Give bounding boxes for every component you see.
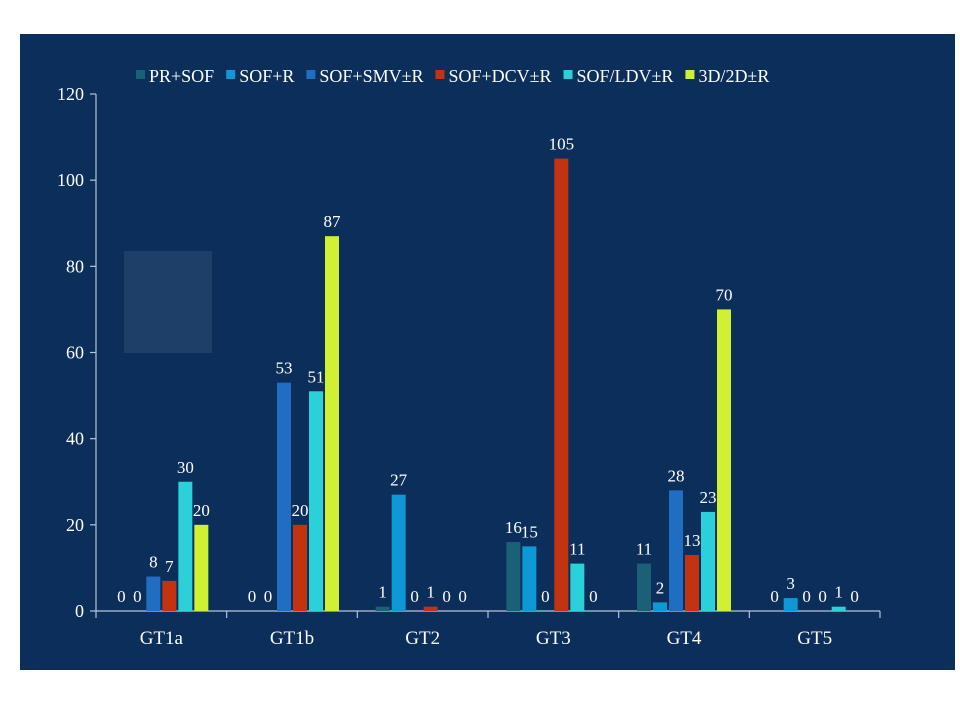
data-label: 87 [324, 212, 342, 231]
y-tick-label: 80 [66, 256, 84, 276]
data-label: 13 [684, 531, 701, 550]
legend-swatch [563, 70, 573, 79]
bar [637, 563, 651, 611]
data-label: 20 [193, 501, 210, 520]
data-label: 30 [177, 458, 194, 477]
axes [95, 94, 880, 612]
legend: PR+SOF SOF+R SOF+SMV±R SOF+DCV±R SOF/LDV±R 3D… [136, 66, 769, 86]
data-label: 0 [133, 587, 142, 606]
data-label: 1 [426, 583, 435, 602]
bar [391, 494, 406, 611]
bar [162, 580, 177, 611]
bar [831, 606, 846, 611]
y-tick-label: 0 [75, 601, 84, 621]
y-axis-ticks: 0 20 40 60 80 100 120 [57, 84, 96, 621]
bar [325, 236, 339, 612]
x-category-label: GT1b [270, 628, 314, 649]
legend-swatch [306, 70, 316, 79]
x-category-label: GT1a [140, 628, 184, 649]
data-label: 3 [786, 574, 795, 593]
decorative-box [124, 251, 212, 353]
bars [146, 158, 846, 612]
data-label: 105 [549, 135, 575, 154]
data-label: 15 [521, 522, 538, 541]
bar [717, 309, 731, 611]
x-category-label: GT5 [797, 628, 832, 649]
legend-label: SOF+SMV±R [319, 66, 423, 86]
data-label: 0 [850, 587, 859, 606]
data-label: 0 [442, 587, 451, 606]
legend-swatch [435, 70, 445, 79]
bar [522, 546, 537, 611]
data-label: 16 [505, 518, 522, 537]
data-label: 0 [264, 587, 273, 606]
bar [701, 511, 715, 611]
data-label: 0 [541, 587, 550, 606]
data-label: 0 [802, 587, 811, 606]
data-label: 27 [390, 471, 408, 490]
data-label: 70 [716, 285, 733, 304]
data-label: 0 [248, 587, 257, 606]
bar [570, 563, 585, 611]
y-tick-label: 60 [66, 343, 84, 363]
data-label: 0 [818, 587, 827, 606]
data-label: 0 [589, 587, 598, 606]
data-label: 0 [770, 587, 779, 606]
legend-label: 3D/2D±R [698, 66, 769, 86]
y-tick-label: 40 [66, 429, 84, 449]
bar [653, 602, 667, 611]
bar [194, 524, 209, 611]
data-label: 1 [378, 583, 387, 602]
data-label: 2 [656, 578, 665, 597]
data-label: 7 [165, 557, 174, 576]
legend-label: SOF/LDV±R [577, 66, 674, 86]
legend-label: SOF+R [239, 66, 294, 86]
data-label: 1 [834, 583, 843, 602]
data-label: 8 [149, 553, 158, 572]
bar [669, 490, 683, 611]
legend-label: SOF+DCV±R [448, 66, 551, 86]
bar [783, 598, 798, 611]
x-axis-categories: GT1a GT1b GT2 GT3 GT4 GT5 [95, 611, 881, 649]
x-category-label: GT2 [405, 628, 440, 649]
data-label: 20 [292, 501, 309, 520]
data-label: 0 [410, 587, 419, 606]
bar [293, 524, 307, 611]
legend-swatch [685, 70, 695, 79]
bar [685, 554, 699, 611]
legend-swatch [226, 70, 236, 79]
bar [178, 481, 193, 611]
data-label: 23 [700, 488, 717, 507]
data-label: 11 [569, 540, 585, 559]
data-label: 53 [276, 359, 293, 378]
legend-swatch [136, 70, 145, 79]
bar [554, 158, 569, 611]
bar [423, 606, 438, 611]
bar [277, 382, 291, 611]
bar [146, 576, 161, 611]
x-category-label: GT4 [667, 628, 702, 649]
data-label: 0 [117, 587, 126, 606]
y-tick-label: 120 [57, 84, 84, 104]
y-tick-label: 20 [66, 515, 84, 535]
data-label: 51 [308, 367, 325, 386]
y-tick-label: 100 [57, 170, 84, 190]
bar [309, 391, 323, 611]
data-label: 11 [636, 540, 652, 559]
x-category-label: GT3 [536, 628, 571, 649]
bar [506, 542, 521, 611]
bar [375, 606, 390, 611]
data-label: 28 [668, 466, 685, 485]
legend-label: PR+SOF [149, 66, 214, 86]
data-label: 0 [458, 587, 467, 606]
